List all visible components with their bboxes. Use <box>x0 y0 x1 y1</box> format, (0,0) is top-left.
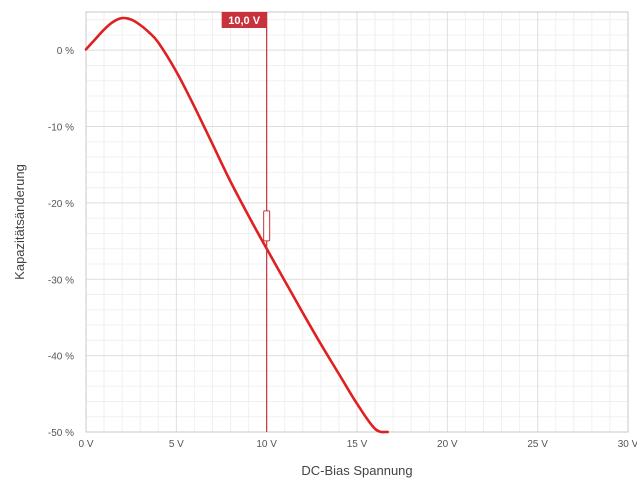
major-grid <box>85 12 629 433</box>
cursor-handle <box>263 210 271 242</box>
x-tick-label: 25 V <box>527 439 548 450</box>
x-tick-label: 30 V <box>618 439 637 450</box>
series-line <box>84 16 389 434</box>
x-tick-label: 10 V <box>256 439 277 450</box>
x-axis-title: DC-Bias Spannung <box>301 463 412 478</box>
x-tick-label: 20 V <box>437 439 458 450</box>
y-tick-label: 0 % <box>57 46 74 57</box>
y-tick-label: -20 % <box>48 199 74 210</box>
x-axis-ticks: 0 V 5 V 10 V 15 V 20 V 25 V 30 V <box>78 439 637 450</box>
cursor-label: 10,0 V <box>228 15 260 27</box>
series-layer <box>84 16 389 434</box>
cursor-label-box <box>221 12 267 28</box>
y-tick-label: -10 % <box>48 123 74 134</box>
y-axis-ticks: 0 % -10 % -20 % -30 % -40 % -50 % <box>48 46 74 439</box>
y-tick-label: -30 % <box>48 275 74 286</box>
x-tick-label: 15 V <box>347 439 368 450</box>
cursor-layer[interactable]: 10,0 V <box>221 12 271 432</box>
x-tick-label: 5 V <box>169 439 184 450</box>
x-tick-label: 0 V <box>78 439 93 450</box>
y-axis-title: Kapazitätsänderung <box>12 164 27 280</box>
plot-area-border <box>85 11 629 433</box>
y-tick-label: -50 % <box>48 428 74 439</box>
y-tick-label: -40 % <box>48 352 74 363</box>
